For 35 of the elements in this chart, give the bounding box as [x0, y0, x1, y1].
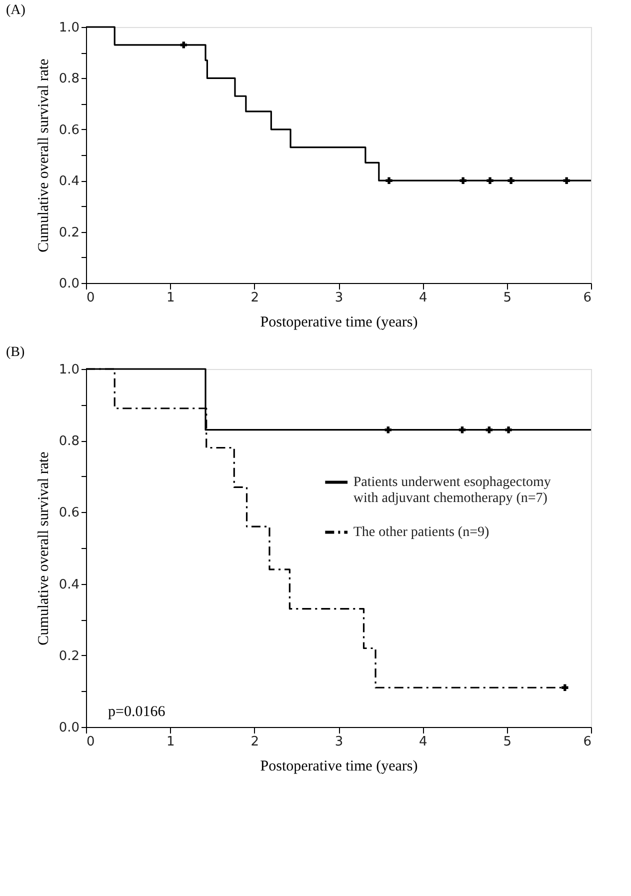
x-tick-label: 3: [334, 734, 344, 750]
x-tick-label: 6: [583, 734, 592, 750]
chart-title: (A): [6, 3, 26, 18]
annotation: p=0.0166: [108, 704, 166, 720]
y-tick-label: 0.6: [58, 506, 80, 521]
x-tick-label: 3: [334, 290, 344, 306]
y-tick-label: 1.0: [58, 20, 80, 36]
x-axis-title: Postoperative time (years): [260, 758, 418, 774]
y-tick-label: 0.8: [58, 434, 80, 450]
x-tick-label: 2: [250, 290, 259, 306]
y-tick-label: 0.4: [58, 174, 80, 190]
y-tick-label: 1.0: [58, 362, 80, 378]
y-tick-label: 0.0: [58, 720, 80, 736]
x-tick-label: 6: [583, 290, 592, 306]
chart-title: (B): [6, 345, 25, 360]
x-tick-label: 2: [250, 734, 259, 750]
x-tick-label: 0: [86, 734, 95, 750]
x-tick-label: 4: [419, 290, 428, 306]
y-tick-label: 0.2: [58, 648, 80, 664]
x-tick-label: 5: [503, 734, 512, 750]
y-tick-label: 0.4: [58, 577, 80, 592]
y-tick-label: 0.8: [58, 72, 80, 87]
x-tick-label: 1: [166, 734, 175, 750]
y-axis-title: Cumulative overall survival rate: [36, 58, 52, 252]
x-tick-label: 0: [86, 290, 95, 306]
x-axis-title: Postoperative time (years): [260, 314, 418, 330]
x-tick-label: 1: [166, 290, 175, 306]
y-tick-label: 0.0: [58, 276, 80, 292]
legend-label: The other patients (n=9): [353, 525, 490, 540]
legend-label: Patients underwent esophagectomy with adjuvant chemotherapy (n=7): [353, 475, 551, 506]
y-tick-label: 0.2: [58, 225, 80, 240]
x-tick-label: 4: [419, 734, 428, 750]
y-tick-label: 0.6: [58, 122, 80, 138]
y-axis-title: Cumulative overall survival rate: [36, 451, 52, 646]
x-tick-label: 5: [503, 290, 512, 306]
